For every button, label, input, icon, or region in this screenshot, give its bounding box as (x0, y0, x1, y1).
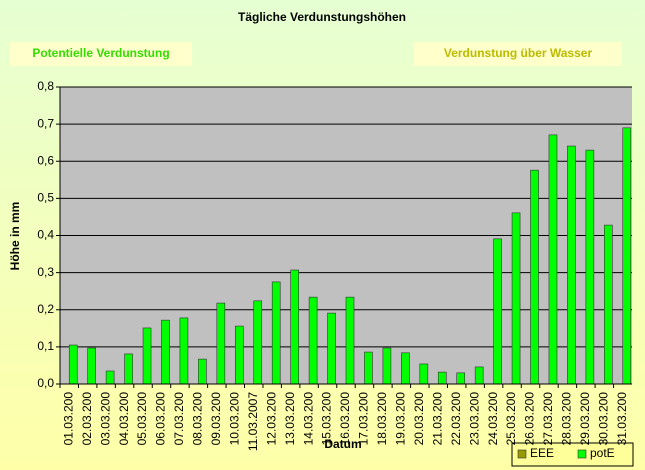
y-tick-label: 0,0 (37, 376, 54, 390)
x-tick-label: 14.03.200 (301, 392, 315, 446)
x-tick-label: 01.03.200 (61, 392, 75, 446)
bar (124, 353, 133, 385)
bar (179, 317, 189, 385)
x-tick-label: 24.03.200 (486, 392, 500, 446)
annotation: Verdunstung über Wasser (444, 46, 593, 60)
x-tick-label: 22.03.200 (449, 392, 463, 446)
bar (567, 145, 576, 385)
annotation-box (10, 42, 192, 66)
x-tick-label: 07.03.200 (172, 392, 186, 446)
x-tick-label: 25.03.200 (504, 392, 518, 446)
bar (474, 366, 484, 385)
bar (234, 325, 244, 385)
bar (198, 358, 207, 385)
bar (604, 224, 613, 385)
y-tick-label: 0,7 (37, 116, 54, 130)
bar (290, 269, 299, 385)
x-tick-label: 16.03.200 (338, 392, 352, 446)
y-tick-label: 0,6 (37, 153, 54, 167)
x-tick-label: 29.03.200 (578, 392, 592, 446)
y-tick-label: 0,8 (37, 79, 54, 93)
annotation-box (414, 42, 622, 66)
bar (142, 327, 152, 385)
bar (511, 212, 521, 385)
x-tick-label: 20.03.200 (412, 392, 426, 446)
x-tick-label: 19.03.200 (394, 392, 408, 446)
legend-swatch (577, 449, 587, 459)
legend-swatch (517, 449, 527, 459)
x-tick-label: 17.03.200 (357, 392, 371, 446)
bar (530, 169, 539, 385)
x-tick-label: 27.03.200 (541, 392, 555, 446)
x-tick-label: 02.03.200 (80, 392, 94, 446)
x-tick-label: 23.03.200 (467, 392, 481, 446)
bar (364, 351, 373, 385)
y-tick-label: 0,2 (37, 302, 54, 316)
x-tick-label: 21.03.200 (430, 392, 444, 446)
chart-title: Tägliche Verdunstungshöhen (238, 10, 406, 24)
bar (253, 300, 263, 385)
x-tick-label: 15.03.200 (320, 392, 334, 446)
legend-label: EEE (530, 446, 554, 460)
x-tick-label: 26.03.200 (523, 392, 537, 446)
x-tick-label: 08.03.200 (191, 392, 205, 446)
x-tick-label: 12.03.200 (264, 392, 278, 446)
bar (382, 347, 392, 385)
bar (622, 127, 632, 385)
bar (105, 370, 115, 385)
x-tick-label: 03.03.200 (98, 392, 112, 446)
y-tick-label: 0,3 (37, 265, 54, 279)
annotation: Potentielle Verdunstung (32, 46, 169, 60)
bar (419, 363, 429, 385)
bar (493, 238, 502, 385)
legend-label: potE (590, 446, 615, 460)
x-tick-label: 31.03.200 (615, 392, 629, 446)
x-tick-label: 13.03.200 (283, 392, 297, 446)
x-tick-label: 18.03.200 (375, 392, 389, 446)
x-tick-label: 30.03.200 (596, 392, 610, 446)
bar (216, 302, 226, 385)
x-tick-label: 28.03.200 (560, 392, 574, 446)
bar (548, 134, 558, 385)
bar (327, 312, 336, 385)
y-tick-label: 0,1 (37, 339, 54, 353)
bar (585, 149, 595, 385)
y-tick-label: 0,4 (37, 228, 54, 242)
x-tick-label: 06.03.200 (154, 392, 168, 446)
y-axis-label: Höhe in mm (8, 202, 22, 271)
x-axis-label: Datum (324, 437, 361, 451)
x-tick-label: 11.03.2007 (246, 392, 260, 451)
x-tick-label: 10.03.200 (227, 392, 241, 446)
bar (271, 281, 281, 385)
legend (511, 442, 634, 467)
bar (345, 296, 355, 385)
bar (401, 352, 410, 385)
bar (456, 372, 466, 385)
x-tick-label: 09.03.200 (209, 392, 223, 446)
bar (87, 347, 96, 385)
bar (437, 371, 447, 385)
bar (161, 319, 170, 385)
bar (308, 296, 318, 385)
bar (68, 344, 78, 385)
y-tick-label: 0,5 (37, 191, 54, 205)
x-tick-label: 04.03.200 (117, 392, 131, 446)
x-tick-label: 05.03.200 (135, 392, 149, 446)
